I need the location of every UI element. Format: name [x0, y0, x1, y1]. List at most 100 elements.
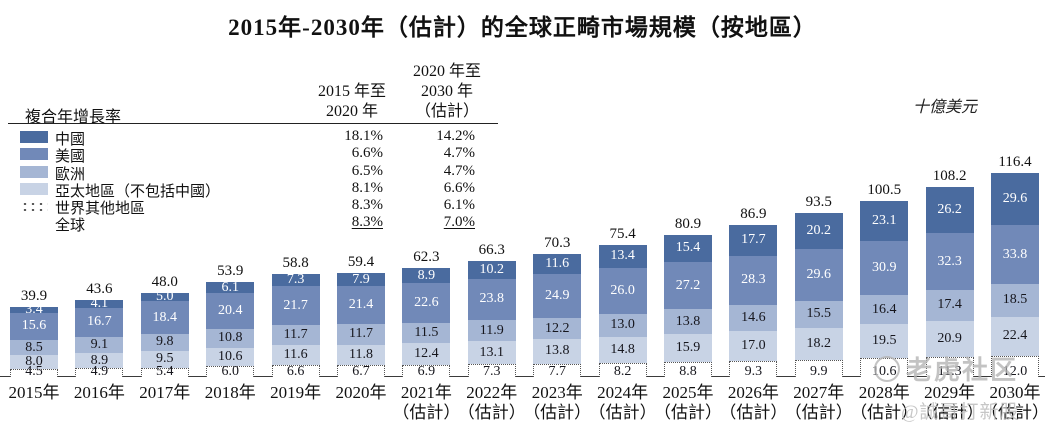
segment-value-label: 26.2: [937, 202, 962, 218]
watermark-community: 老虎社区: [874, 350, 1018, 387]
cagr-value-2020-2030: 14.2%: [436, 128, 475, 144]
segment-value-label: 27.2: [675, 277, 701, 293]
bar-segment: 18.4: [140, 301, 189, 334]
bar-column: 39.9 3.4 15.6 8.5 8.0 4.5: [10, 288, 58, 379]
segment-value-label: 9.3: [744, 364, 763, 379]
bar-column: 53.9 6.1 20.4 10.8 10.6 6.0: [206, 264, 255, 379]
bar-segment: 21.7: [271, 286, 320, 325]
bar-segment: 32.3: [925, 233, 974, 290]
legend-swatch: [20, 148, 48, 161]
segment-value-label: 8.0: [25, 354, 43, 370]
x-axis-label: 2022年 （估計）: [450, 383, 534, 423]
bar-segment: 11.8: [337, 344, 385, 366]
x-axis-label: 2015年: [0, 383, 76, 403]
bar-segment: 33.8: [991, 224, 1039, 285]
segment-value-label: 22.4: [1002, 328, 1028, 344]
bar-segment: 24.9: [533, 274, 582, 318]
chart-title: 2015年-2030年（估計）的全球正畸市場規模（按地區）: [228, 15, 817, 40]
bar-segment: 30.9: [860, 241, 909, 296]
segment-value-label: 11.6: [283, 347, 308, 363]
segment-value-label: 18.5: [1002, 292, 1028, 308]
x-axis-label: 2023年 （估計）: [515, 383, 599, 423]
segment-value-label: 18.4: [152, 309, 178, 325]
segment-value-label: 4.9: [90, 364, 109, 379]
x-axis-label-year: 2019年: [270, 383, 322, 402]
bar-total-label: 62.3: [413, 248, 440, 265]
bar-segment: 6.0: [206, 365, 255, 379]
bar-segment: 13.8: [533, 339, 582, 364]
cagr-col2-header-line: （估計）: [414, 103, 479, 120]
x-axis-label-estimated: （估計）: [654, 403, 722, 422]
segment-value-label: 17.0: [741, 337, 766, 353]
bar-total-label: 80.9: [674, 215, 702, 232]
cagr-value-2015-2020: 8.3%: [351, 214, 383, 231]
legend-row: 亞太地區（不包括中國） 8.1% 6.6%: [0, 179, 500, 200]
segment-value-label: 8.9: [417, 267, 436, 283]
bar-segment: 17.4: [925, 289, 974, 321]
segment-value-label: 21.4: [348, 297, 374, 313]
bar-segment: 18.2: [794, 327, 843, 360]
legend-label: 中國: [55, 132, 86, 148]
segment-value-label: 16.7: [87, 314, 112, 330]
bar-segment: 17.0: [729, 330, 778, 361]
segment-value-label: 26.0: [610, 283, 635, 299]
bar-column: 108.2 26.2 32.3 17.4 20.9 11.3: [925, 169, 974, 379]
cagr-value-2015-2020: 8.1%: [351, 179, 383, 196]
segment-value-label: 6.0: [221, 364, 239, 379]
cagr-value-2015-2020: 18.1%: [344, 128, 383, 144]
segment-value-label: 19.5: [871, 333, 897, 349]
watermark-community-text: 老虎社区: [906, 356, 1019, 385]
bar-column: 116.4 29.6 33.8 18.5 22.4 12.0: [991, 154, 1039, 379]
bar-total-label: 108.2: [932, 168, 967, 185]
segment-value-label: 15.5: [806, 306, 832, 322]
x-axis-label: 2018年: [188, 383, 272, 403]
bar-segment: 5.0: [140, 290, 189, 304]
segment-value-label: 12.0: [1002, 364, 1028, 379]
segment-value-label: 9.5: [156, 351, 174, 367]
legend-row: 世界其他地區 8.3% 6.1%: [0, 197, 500, 217]
bar-total-label: 100.5: [867, 181, 902, 198]
x-axis-label: 2020年: [319, 383, 403, 403]
bar-total-label: 70.3: [544, 234, 571, 251]
bar-segment: 8.2: [598, 362, 647, 379]
tiger-logo-watermark-icon: [874, 355, 900, 382]
segment-value-label: 10.8: [217, 330, 243, 346]
x-axis-label-year: 2022年: [466, 383, 518, 402]
segment-value-label: 11.9: [479, 322, 504, 338]
segment-value-label: 8.5: [25, 339, 43, 355]
segment-value-label: 32.3: [937, 253, 962, 269]
cagr-value-2020-2030: 4.7%: [443, 162, 475, 179]
segment-value-label: 13.8: [675, 313, 701, 329]
segment-value-label: 8.9: [90, 352, 109, 368]
cagr-value-2020-2030: 4.7%: [443, 145, 475, 162]
segment-value-label: 13.0: [610, 317, 635, 333]
bar-total-label: 48.0: [151, 273, 178, 290]
legend-label: 亞太地區（不包括中國）: [55, 183, 221, 200]
bar-total-label: 58.8: [282, 254, 309, 271]
bar-column: 66.3 10.2 23.8 11.9 13.1 7.3: [467, 242, 516, 379]
bar-segment: 29.6: [794, 248, 843, 301]
segment-value-label: 20.2: [806, 222, 832, 238]
segment-value-label: 4.5: [25, 364, 43, 379]
legend-swatch: [20, 182, 48, 195]
bar-segment: 11.5: [402, 322, 451, 344]
segment-value-label: 28.3: [741, 272, 766, 288]
segment-value-label: 13.1: [479, 344, 505, 360]
bar-segment: 21.4: [337, 286, 385, 325]
bar-segment: 6.9: [402, 365, 451, 379]
segment-value-label: 7.3: [286, 272, 305, 288]
bar-segment: 8.8: [664, 361, 712, 379]
bar-segment: 8.5: [10, 339, 58, 356]
bar-column: 48.0 5.0 18.4 9.8 9.5 5.4: [140, 274, 189, 379]
x-axis-label: 2026年 （估計）: [711, 383, 795, 423]
bar-segment: 12.0: [991, 355, 1039, 379]
cagr-header-rule: [8, 123, 498, 124]
legend-rows: 中國 18.1% 14.2% 美國 6.6% 4.7% 歐洲 6.5% 4.7% 亞太地區（不包括…: [0, 128, 500, 234]
cagr-col2-header-line: 2020 年至: [412, 63, 481, 80]
cagr-value-2020-2030: 6.1%: [443, 197, 475, 214]
bar-segment: 11.9: [467, 320, 516, 342]
segment-value-label: 12.2: [544, 320, 570, 336]
cagr-value-2020-2030: 6.6%: [443, 179, 475, 196]
x-axis-label-year: 2016年: [73, 383, 125, 402]
